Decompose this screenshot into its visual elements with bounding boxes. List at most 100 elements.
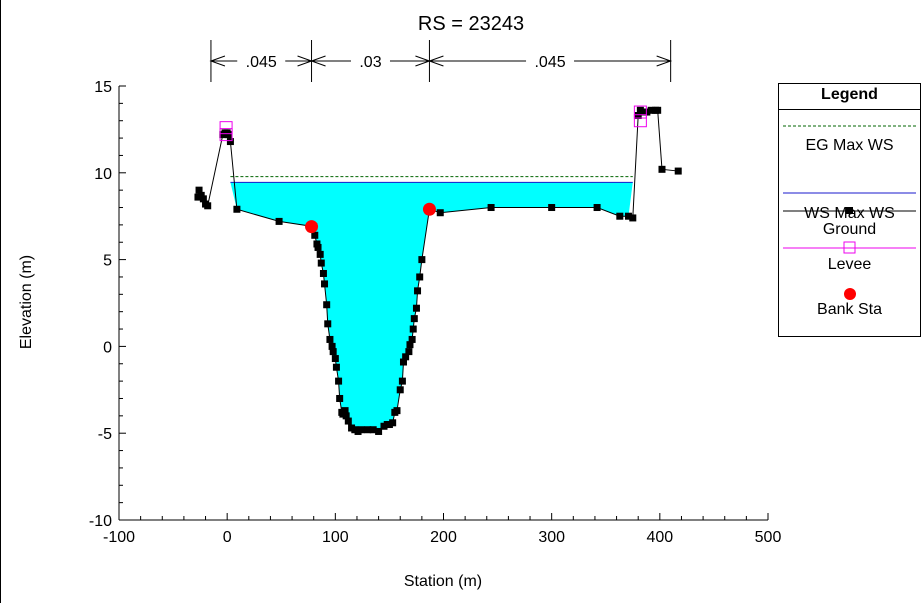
ground-point: [324, 320, 332, 328]
ground-point: [328, 342, 336, 350]
ground-point: [593, 204, 601, 212]
ground-point: [331, 355, 339, 363]
manning-arrow: [427, 55, 444, 67]
chart-title: RS = 23243: [418, 13, 524, 35]
legend-item-levee: Levee: [827, 256, 872, 273]
water-fill-layer: [230, 182, 633, 432]
x-tick-label: 0: [223, 529, 232, 546]
ground-point: [416, 273, 424, 281]
ground-point: [389, 419, 397, 427]
x-tick-label: -100: [103, 529, 135, 546]
y-tick-label: 15: [94, 79, 112, 96]
y-tick-label: -10: [89, 513, 112, 530]
ground-point: [275, 217, 283, 225]
ground-point: [204, 202, 212, 210]
legend-box: Legend EG Max WS WS Max WS Ground Levee …: [778, 83, 921, 337]
ground-point: [317, 259, 325, 267]
levee-marker: [219, 128, 233, 142]
ground-point: [336, 394, 344, 402]
series-markers-layer: [194, 105, 682, 435]
ground-point: [314, 243, 322, 251]
manning-n-label: .03: [359, 54, 381, 71]
manning-n-layer: .045 .03 .045: [209, 40, 673, 82]
ground-point: [321, 280, 329, 288]
ground-point: [369, 426, 377, 434]
legend-ws-sample: [783, 192, 916, 194]
manning-n-label: .045: [534, 54, 565, 71]
x-tick-label: 100: [322, 529, 349, 546]
ground-point: [398, 377, 406, 385]
ground-point: [674, 167, 682, 175]
manning-arrow: [310, 55, 326, 67]
ground-point: [412, 304, 420, 312]
bank-station-marker: [422, 202, 436, 216]
x-tick-label: 200: [430, 529, 457, 546]
ground-point: [410, 315, 418, 323]
legend-eg-sample: [783, 125, 916, 127]
manning-arrow: [656, 55, 673, 67]
ground-point: [199, 195, 207, 203]
ground-point: [399, 358, 407, 366]
ground-point: [364, 426, 372, 434]
ground-point: [409, 325, 417, 333]
ground-point: [335, 377, 343, 385]
ground-point: [436, 209, 444, 217]
legend-item-ground: Ground: [822, 221, 877, 238]
ground-point: [341, 407, 349, 415]
x-axis-label: Station (m): [404, 573, 482, 590]
levee-marker: [633, 114, 647, 128]
ground-point: [224, 131, 232, 139]
levee-marker: [219, 121, 233, 135]
levee-marker: [633, 105, 647, 119]
ground-point: [624, 212, 632, 220]
legend-divider: [779, 109, 920, 110]
ground-point: [548, 204, 556, 212]
ground-point: [414, 287, 422, 295]
x-tick-label: 300: [538, 529, 565, 546]
ground-point: [233, 205, 241, 213]
ground-point: [226, 138, 234, 146]
ground-point: [344, 417, 352, 425]
ground-point: [418, 256, 426, 264]
ground-point: [311, 231, 319, 239]
y-axis-label: Elevation (m): [18, 255, 35, 349]
ground-point: [319, 269, 327, 277]
ground-point: [647, 106, 655, 114]
legend-levee-sample: [783, 241, 916, 254]
ground-point: [405, 348, 413, 356]
ground-point: [326, 335, 334, 343]
ground-point: [316, 250, 324, 258]
ground-point: [342, 412, 350, 420]
ground-point: [323, 301, 331, 309]
legend-title: Legend: [821, 86, 878, 103]
window-left-border: [0, 0, 1, 603]
manning-arrow: [209, 55, 226, 67]
ground-point: [616, 212, 624, 220]
ground-point: [195, 186, 203, 194]
legend-item-eg-max-ws: EG Max WS: [805, 137, 894, 154]
y-tick-label: 0: [103, 339, 112, 356]
water-fill: [230, 182, 633, 432]
ground-point: [629, 214, 637, 222]
y-tick-label: 10: [94, 166, 112, 183]
x-tick-label: 400: [646, 529, 673, 546]
ground-point: [393, 407, 401, 415]
ground-point: [375, 427, 383, 435]
ground-point: [406, 341, 414, 349]
y-tick-label: -5: [98, 426, 112, 443]
ground-point: [402, 353, 410, 361]
ground-point: [634, 112, 642, 120]
ground-point: [396, 386, 404, 394]
ground-point: [329, 348, 337, 356]
y-tick-label: 5: [103, 253, 112, 270]
bank-station-marker: [305, 220, 319, 234]
manning-n-label: .045: [246, 54, 277, 71]
ground-point: [658, 165, 666, 173]
legend-bank-sample: [844, 288, 856, 300]
ground-point: [636, 106, 644, 114]
legend-ground-sample: [783, 207, 916, 214]
x-tick-label: 500: [755, 529, 782, 546]
ground-point: [654, 106, 662, 114]
axes-layer: [118, 86, 768, 521]
